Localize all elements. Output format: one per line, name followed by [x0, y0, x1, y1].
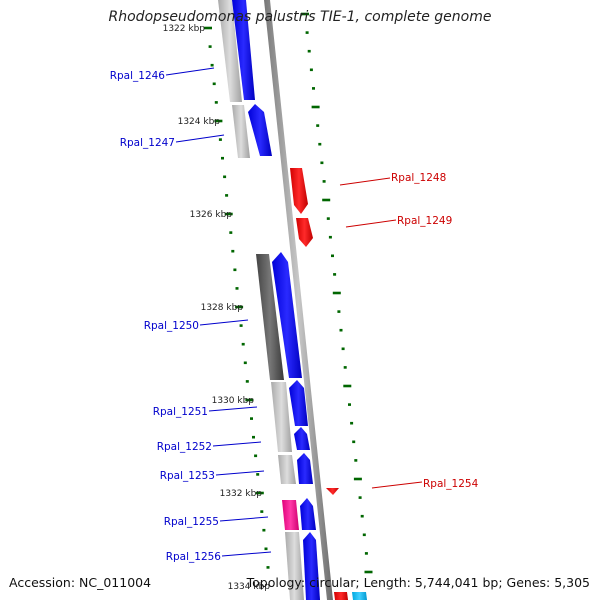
leader-rpal-1256 [221, 551, 272, 557]
kbp-tick-labels: 1322 kbp 1324 kbp 1326 kbp 1328 kbp 1330… [163, 24, 271, 592]
gene-label-rpal-1247[interactable]: Rpal_1247 [120, 137, 175, 149]
gene-label-rpal-1253[interactable]: Rpal_1253 [160, 470, 215, 482]
gene-label-rpal-1251[interactable]: Rpal_1251 [153, 406, 208, 418]
cog-segment [278, 455, 296, 484]
tick-label: 1332 kbp [220, 489, 263, 499]
leader-rpal-1253 [215, 470, 265, 476]
leader-rpal-1252 [212, 441, 262, 447]
cog-ring [218, 0, 304, 600]
cog-segment [271, 382, 292, 452]
leader-rpal-1250 [199, 319, 249, 326]
reverse-strand-genes [232, 0, 320, 600]
leader-rpal-1254 [371, 481, 423, 489]
cog-segment [218, 0, 242, 102]
gene-rpal-1255-arrow[interactable] [300, 498, 316, 530]
gene-label-rpal-1254[interactable]: Rpal_1254 [423, 478, 479, 490]
accession-text: Accession: NC_011004 [9, 575, 152, 590]
leader-lines [165, 67, 423, 557]
gene-offscreen-red[interactable] [334, 592, 348, 600]
cog-segment [285, 532, 304, 600]
gene-labels: Rpal_1246 Rpal_1247 Rpal_1250 Rpal_1251 … [110, 70, 479, 563]
gene-label-rpal-1248[interactable]: Rpal_1248 [391, 172, 446, 184]
gene-label-rpal-1250[interactable]: Rpal_1250 [144, 320, 199, 332]
gene-label-rpal-1252[interactable]: Rpal_1252 [157, 441, 212, 453]
tick-label: 1334 kbp [228, 582, 271, 592]
tick-label: 1330 kbp [212, 396, 255, 406]
leader-rpal-1255 [219, 516, 269, 522]
leader-rpal-1246 [165, 67, 215, 76]
gene-label-rpal-1246[interactable]: Rpal_1246 [110, 70, 166, 82]
gene-label-rpal-1256[interactable]: Rpal_1256 [166, 551, 222, 563]
gene-rpal-1254-arrow[interactable] [326, 488, 339, 495]
gene-rpal-1253-arrow[interactable] [297, 453, 313, 484]
gene-rpal-1250-arrow[interactable] [272, 252, 302, 378]
tick-label: 1322 kbp [163, 24, 206, 34]
outer-tick-ring [301, 12, 373, 574]
map-title: Rhodopseudomonas palustris TIE-1, comple… [108, 9, 492, 25]
inner-tick-ring [204, 26, 270, 569]
cog-segment [282, 500, 299, 530]
gene-rpal-1249-arrow[interactable] [296, 218, 313, 247]
tick-label: 1326 kbp [190, 210, 233, 220]
gene-label-rpal-1255[interactable]: Rpal_1255 [164, 516, 219, 528]
leader-rpal-1251 [208, 406, 258, 412]
cog-segment [256, 254, 284, 380]
leader-rpal-1247 [175, 134, 225, 143]
leader-rpal-1248 [339, 177, 391, 186]
genome-summary-text: Topology: circular; Length: 5,744,041 bp… [246, 575, 590, 590]
gene-rpal-1247-arrow[interactable] [248, 104, 272, 156]
tick-label: 1324 kbp [178, 117, 221, 127]
gene-label-rpal-1249[interactable]: Rpal_1249 [397, 215, 452, 227]
forward-strand-genes [290, 168, 367, 600]
gene-rpal-1251-arrow[interactable] [289, 380, 308, 426]
leader-rpal-1249 [345, 219, 397, 228]
cog-segment [232, 105, 250, 158]
gene-rpal-1246-arrow[interactable] [232, 0, 255, 100]
gene-offscreen-cyan[interactable] [352, 592, 367, 600]
gene-rpal-1248-arrow[interactable] [290, 168, 308, 214]
backbone [264, 0, 333, 600]
tick-label: 1328 kbp [201, 303, 244, 313]
gene-rpal-1252-arrow[interactable] [294, 427, 310, 450]
gene-rpal-1256-arrow[interactable] [303, 532, 320, 600]
